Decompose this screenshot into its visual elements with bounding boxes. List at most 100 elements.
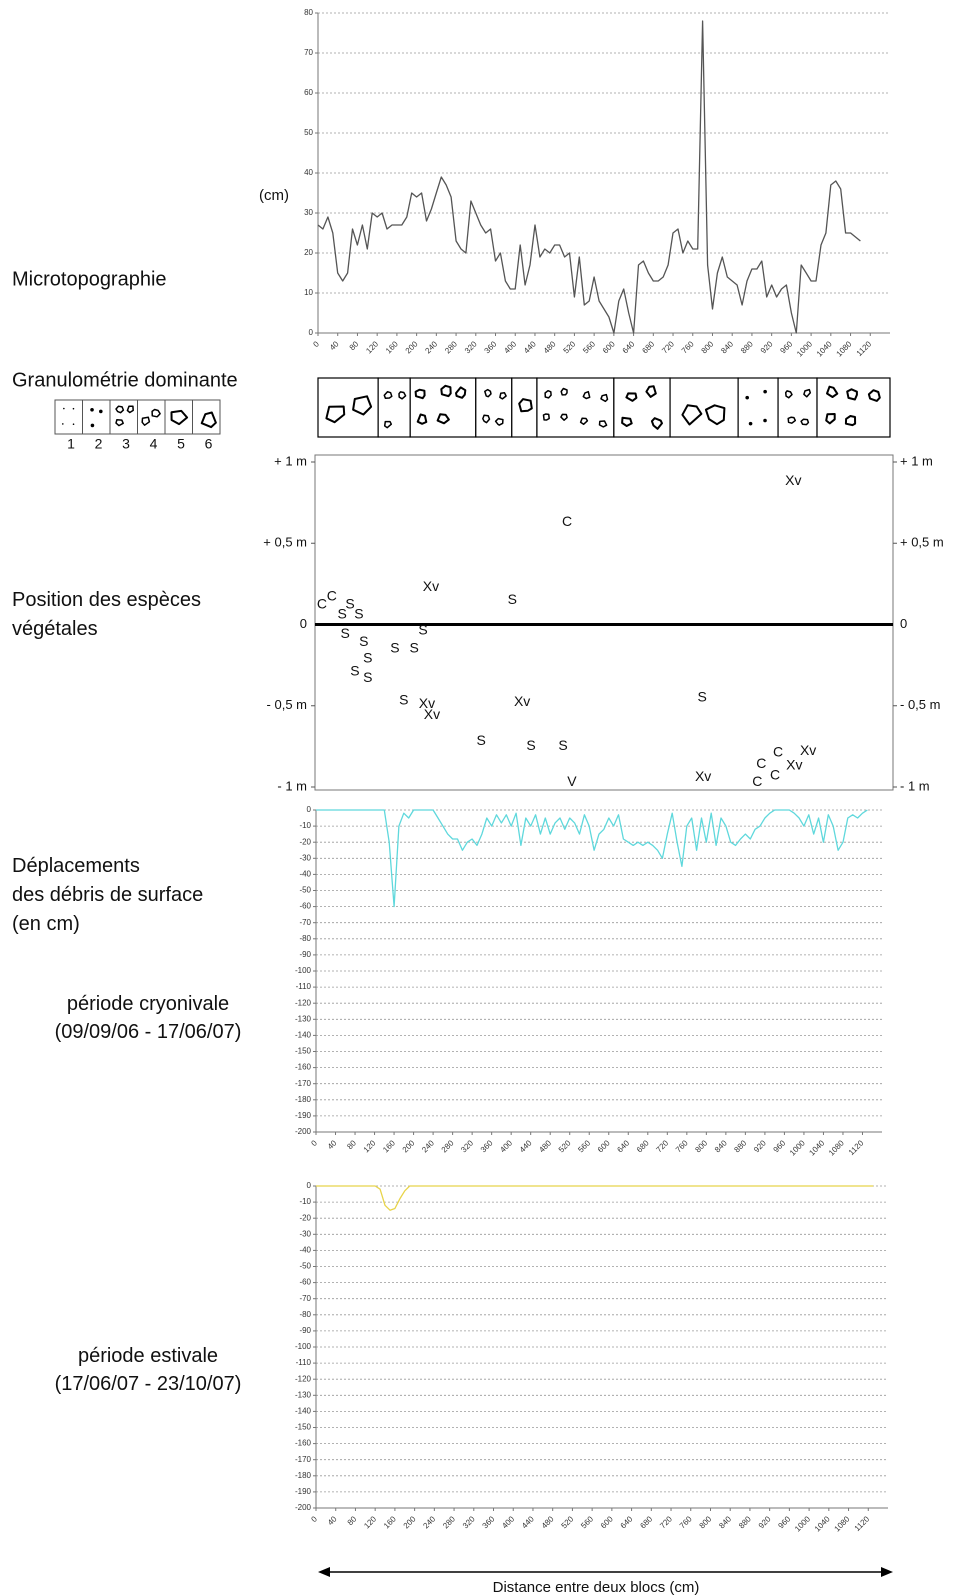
- species-marker: Xv: [786, 757, 802, 773]
- y-tick-label: -110: [296, 982, 312, 991]
- y-tick-label: -70: [299, 1294, 311, 1303]
- y-axis-label: (cm): [259, 187, 289, 204]
- grain-icon: [600, 393, 609, 403]
- x-tick-label: 880: [732, 1138, 748, 1154]
- legend-cell: [137, 399, 166, 435]
- legend-cell: [54, 399, 83, 435]
- grain-cell: [737, 377, 779, 438]
- species-marker: V: [567, 773, 577, 789]
- x-tick-label: 1040: [815, 339, 834, 358]
- species-marker: Xv: [514, 693, 530, 709]
- x-tick-label: 560: [581, 339, 597, 355]
- x-tick-label: 880: [737, 1514, 753, 1530]
- y-tick-label-right: + 0,5 m: [900, 535, 944, 550]
- x-tick-label: 1120: [855, 339, 874, 358]
- y-tick-label: 60: [304, 88, 313, 97]
- y-tick-label: 80: [304, 8, 313, 17]
- species-marker: S: [526, 737, 535, 753]
- species-marker: S: [409, 640, 418, 656]
- grain-icon: [383, 420, 393, 429]
- x-tick-label: 720: [658, 1514, 674, 1530]
- x-tick-label: 600: [601, 339, 617, 355]
- y-tick-label: 0: [309, 328, 314, 337]
- y-tick-label: 50: [304, 128, 313, 137]
- x-tick-label: 600: [599, 1514, 615, 1530]
- label-line: Position des espèces: [12, 589, 201, 611]
- grain-icon: [763, 389, 767, 394]
- y-tick-label-right: - 0,5 m: [900, 697, 940, 712]
- x-tick-label: 600: [596, 1138, 612, 1154]
- y-tick-label: 40: [304, 168, 313, 177]
- grain-icon: [621, 416, 633, 427]
- x-tick-label: 480: [542, 339, 558, 355]
- grain-icon: [62, 423, 64, 425]
- grain-icon: [398, 391, 407, 400]
- y-tick-label: -130: [295, 1390, 312, 1399]
- y-tick-label: -120: [295, 998, 312, 1007]
- species-marker: Xv: [695, 768, 711, 784]
- x-tick-label: 320: [459, 1138, 475, 1154]
- y-tick-label: -10: [299, 821, 311, 830]
- data-line: [316, 809, 868, 908]
- species-marker: S: [399, 692, 408, 708]
- x-tick-label: 1120: [853, 1514, 872, 1533]
- x-tick-label: 1080: [833, 1514, 852, 1533]
- y-tick-label: - 1 m: [277, 778, 307, 793]
- x-tick-label: 120: [364, 339, 380, 355]
- x-tick-label: 1120: [847, 1138, 866, 1157]
- grain-cell: [511, 377, 538, 438]
- y-tick-label: -170: [295, 1079, 312, 1088]
- grain-cell: [475, 377, 513, 438]
- x-tick-label: 280: [443, 339, 459, 355]
- y-tick-label-right: 0: [900, 616, 907, 631]
- grain-icon: [494, 417, 504, 426]
- y-tick-label: 10: [304, 288, 313, 297]
- y-tick-label: -70: [299, 918, 311, 927]
- x-tick-label: 120: [362, 1514, 378, 1530]
- species-marker: S: [697, 688, 706, 704]
- y-tick-label: -190: [295, 1111, 312, 1120]
- grain-icon: [72, 407, 75, 410]
- x-tick-label: 280: [441, 1514, 457, 1530]
- x-tick-label: 400: [498, 1138, 514, 1154]
- x-tick-label: 560: [579, 1514, 595, 1530]
- species-marker: C: [752, 773, 762, 789]
- grain-icon: [99, 409, 103, 414]
- x-tick-label: 1080: [835, 339, 854, 358]
- grain-icon: [455, 386, 467, 399]
- x-tick-label: 440: [518, 1138, 534, 1154]
- x-tick-label: 1000: [795, 339, 814, 358]
- x-tick-label: 720: [654, 1138, 670, 1154]
- x-tick-label: 40: [326, 1514, 339, 1527]
- y-tick-label: -30: [299, 1229, 311, 1238]
- y-tick-label: -40: [299, 870, 311, 879]
- x-tick-label: 320: [461, 1514, 477, 1530]
- y-tick-label: -150: [295, 1047, 312, 1056]
- legend-cell: [164, 399, 193, 435]
- x-tick-label: 360: [481, 1514, 497, 1530]
- data-line: [316, 1185, 874, 1211]
- x-tick-label: 160: [381, 1138, 397, 1154]
- x-tick-label: 840: [719, 339, 735, 355]
- grain-icon: [625, 392, 638, 402]
- y-tick-label: -100: [295, 1342, 312, 1351]
- arrow-head: [318, 1567, 330, 1577]
- grain-icon: [482, 414, 491, 424]
- x-tick-label: 280: [440, 1138, 456, 1154]
- x-tick-label: 960: [772, 1138, 788, 1154]
- y-tick-label: -110: [296, 1358, 312, 1367]
- x-tick-label: 240: [421, 1514, 437, 1530]
- legend-cell: [192, 399, 221, 435]
- y-tick-label: -80: [299, 1310, 311, 1319]
- label: période estivale (17/06/07 - 23/10/07): [55, 1345, 242, 1395]
- x-tick-label: 200: [402, 1514, 418, 1530]
- grain-icon: [115, 418, 124, 427]
- grain-cell: [669, 377, 739, 438]
- x-tick-label: 240: [423, 339, 439, 355]
- grain-cell: [377, 377, 411, 438]
- grain-icon: [681, 404, 703, 426]
- x-tick-label: 320: [463, 339, 479, 355]
- grain-icon: [416, 413, 428, 425]
- x-tick-label: 120: [362, 1138, 378, 1154]
- x-tick-label: 920: [752, 1138, 768, 1154]
